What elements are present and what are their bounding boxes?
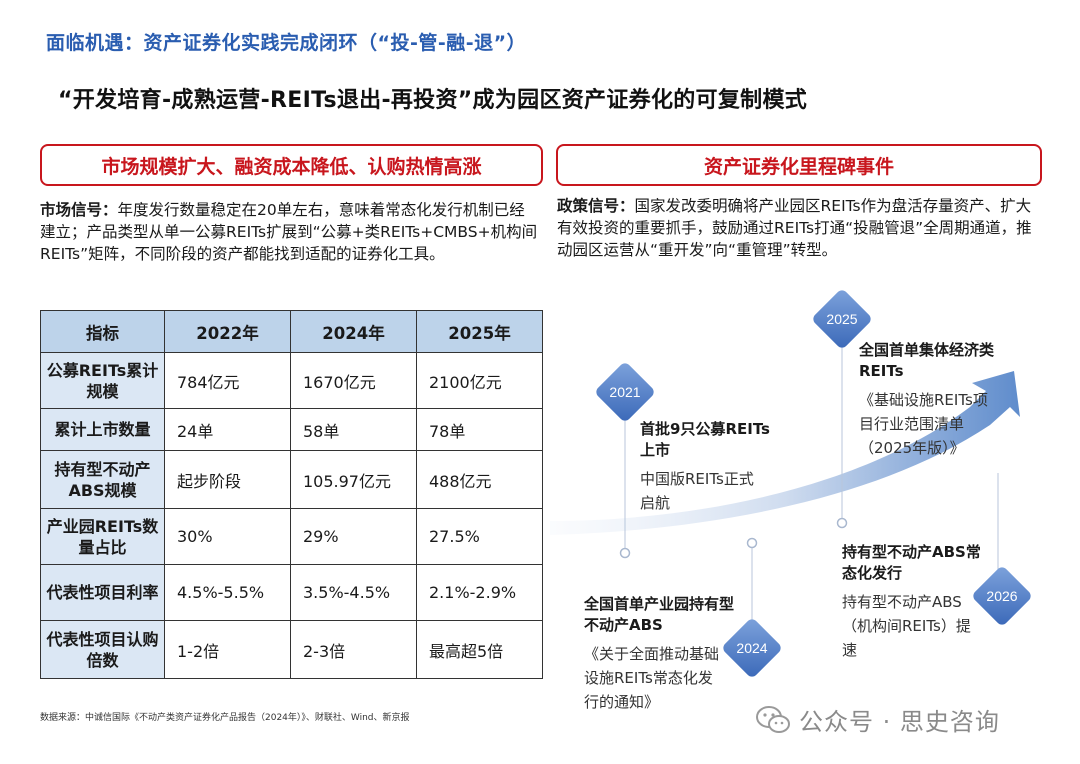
- table-row: 产业园REITs数量占比 30% 29% 27.5%: [40, 508, 543, 565]
- milestone-2024-title: 全国首单产业园持有型不动产ABS: [584, 595, 735, 634]
- section-title: 面临机遇：资产证券化实践完成闭环（“投-管-融-退”）: [46, 32, 527, 54]
- policy-signal-text: 国家发改委明确将产业园区REITs作为盘活存量资产、扩大有效投资的重要抓手，鼓励…: [557, 197, 1032, 259]
- table-row: 公募REITs累计规模 784亿元 1670亿元 2100亿元: [40, 352, 543, 409]
- market-signal-text: 年度发行数量稳定在20单左右，意味着常态化发行机制已经建立；产品类型从单一公募R…: [40, 201, 538, 263]
- metrics-table: 指标 2022年 2024年 2025年 公募REITs累计规模 784亿元 1…: [40, 310, 543, 679]
- table-header-cell: 2025年: [416, 310, 543, 353]
- row-label: 累计上市数量: [40, 408, 165, 451]
- year-badge-2024: 2024: [723, 619, 781, 677]
- table-row: 代表性项目利率 4.5%-5.5% 3.5%-4.5% 2.1%-2.9%: [40, 564, 543, 621]
- data-source-note: 数据来源：中诚信国际《不动产类资产证券化产品报告（2024年）》、财联社、Win…: [40, 713, 410, 723]
- year-badge-2026: 2026: [973, 567, 1031, 625]
- watermark-text: 公众号 · 思史咨询: [799, 708, 1000, 736]
- table-cell: 3.5%-4.5%: [290, 564, 417, 621]
- milestone-2021-desc: 中国版REITs正式启航: [640, 470, 754, 512]
- table-cell: 1670亿元: [290, 352, 417, 409]
- row-label: 持有型不动产ABS规模: [40, 450, 165, 509]
- year-label-2025: 2025: [826, 311, 857, 327]
- milestone-2026-text: 持有型不动产ABS常态化发行 持有型不动产ABS（机构间REITs）提速: [842, 542, 982, 662]
- milestone-2025-title: 全国首单集体经济类REITs: [859, 341, 995, 380]
- timeline-dot-2024: [746, 537, 758, 549]
- table-header-cell: 指标: [40, 310, 165, 353]
- milestone-2026-desc: 持有型不动产ABS（机构间REITs）提速: [842, 593, 971, 659]
- table-cell: 78单: [416, 408, 543, 451]
- milestone-2024-desc: 《关于全面推动基础设施REITs常态化发行的通知》: [584, 645, 720, 711]
- milestone-2021-title: 首批9只公募REITs上市: [640, 420, 770, 459]
- market-signal-paragraph: 市场信号：年度发行数量稳定在20单左右，意味着常态化发行机制已经建立；产品类型从…: [40, 199, 540, 265]
- table-cell: 2.1%-2.9%: [416, 564, 543, 621]
- milestone-2025-text: 全国首单集体经济类REITs 《基础设施REITs项目行业范围清单（2025年版…: [859, 340, 999, 460]
- milestone-2021-text: 首批9只公募REITs上市 中国版REITs正式启航: [640, 419, 770, 515]
- wechat-icon: [756, 705, 790, 733]
- row-label: 代表性项目认购倍数: [40, 620, 165, 679]
- table-cell: 105.97亿元: [290, 450, 417, 509]
- year-label-2021: 2021: [609, 384, 640, 400]
- table-cell: 2100亿元: [416, 352, 543, 409]
- main-title: “开发培育-成熟运营-REITs退出-再投资”成为园区资产证券化的可复制模式: [58, 88, 808, 113]
- policy-signal-label: 政策信号：: [557, 197, 635, 215]
- milestone-2024-text: 全国首单产业园持有型不动产ABS 《关于全面推动基础设施REITs常态化发行的通…: [584, 594, 734, 714]
- timeline-dot-2025: [836, 517, 848, 529]
- table-cell: 最高超5倍: [416, 620, 543, 679]
- table-header-row: 指标 2022年 2024年 2025年: [40, 310, 543, 353]
- year-label-2024: 2024: [736, 640, 767, 656]
- year-badge-2025: 2025: [813, 290, 871, 348]
- year-label-2026: 2026: [986, 588, 1017, 604]
- milestone-timeline: 2021 2025 2024 2026: [550, 290, 1031, 677]
- table-cell: 29%: [290, 508, 417, 565]
- table-row: 累计上市数量 24单 58单 78单: [40, 408, 543, 451]
- milestone-2025-desc: 《基础设施REITs项目行业范围清单（2025年版）》: [859, 391, 988, 457]
- year-badge-2021: 2021: [596, 363, 654, 421]
- table-cell: 24单: [164, 408, 291, 451]
- timeline-dot-2021: [619, 547, 631, 559]
- row-label: 公募REITs累计规模: [40, 352, 165, 409]
- table-cell: 4.5%-5.5%: [164, 564, 291, 621]
- table-header-cell: 2024年: [290, 310, 417, 353]
- table-cell: 784亿元: [164, 352, 291, 409]
- policy-signal-paragraph: 政策信号：国家发改委明确将产业园区REITs作为盘活存量资产、扩大有效投资的重要…: [557, 195, 1043, 261]
- table-cell: 1-2倍: [164, 620, 291, 679]
- table-cell: 488亿元: [416, 450, 543, 509]
- table-cell: 2-3倍: [290, 620, 417, 679]
- timeline-band: [550, 371, 1020, 535]
- market-scale-banner: 市场规模扩大、融资成本降低、认购热情高涨: [40, 144, 543, 186]
- row-label: 代表性项目利率: [40, 564, 165, 621]
- table-cell: 起步阶段: [164, 450, 291, 509]
- row-label: 产业园REITs数量占比: [40, 508, 165, 565]
- table-cell: 30%: [164, 508, 291, 565]
- table-row: 持有型不动产ABS规模 起步阶段 105.97亿元 488亿元: [40, 450, 543, 509]
- table-cell: 27.5%: [416, 508, 543, 565]
- table-cell: 58单: [290, 408, 417, 451]
- wechat-watermark: 公众号 · 思史咨询: [755, 702, 1000, 737]
- table-header-cell: 2022年: [164, 310, 291, 353]
- milestones-banner: 资产证券化里程碑事件: [556, 144, 1042, 186]
- milestone-2026-title: 持有型不动产ABS常态化发行: [842, 543, 981, 582]
- table-row: 代表性项目认购倍数 1-2倍 2-3倍 最高超5倍: [40, 620, 543, 679]
- market-signal-label: 市场信号：: [40, 201, 118, 219]
